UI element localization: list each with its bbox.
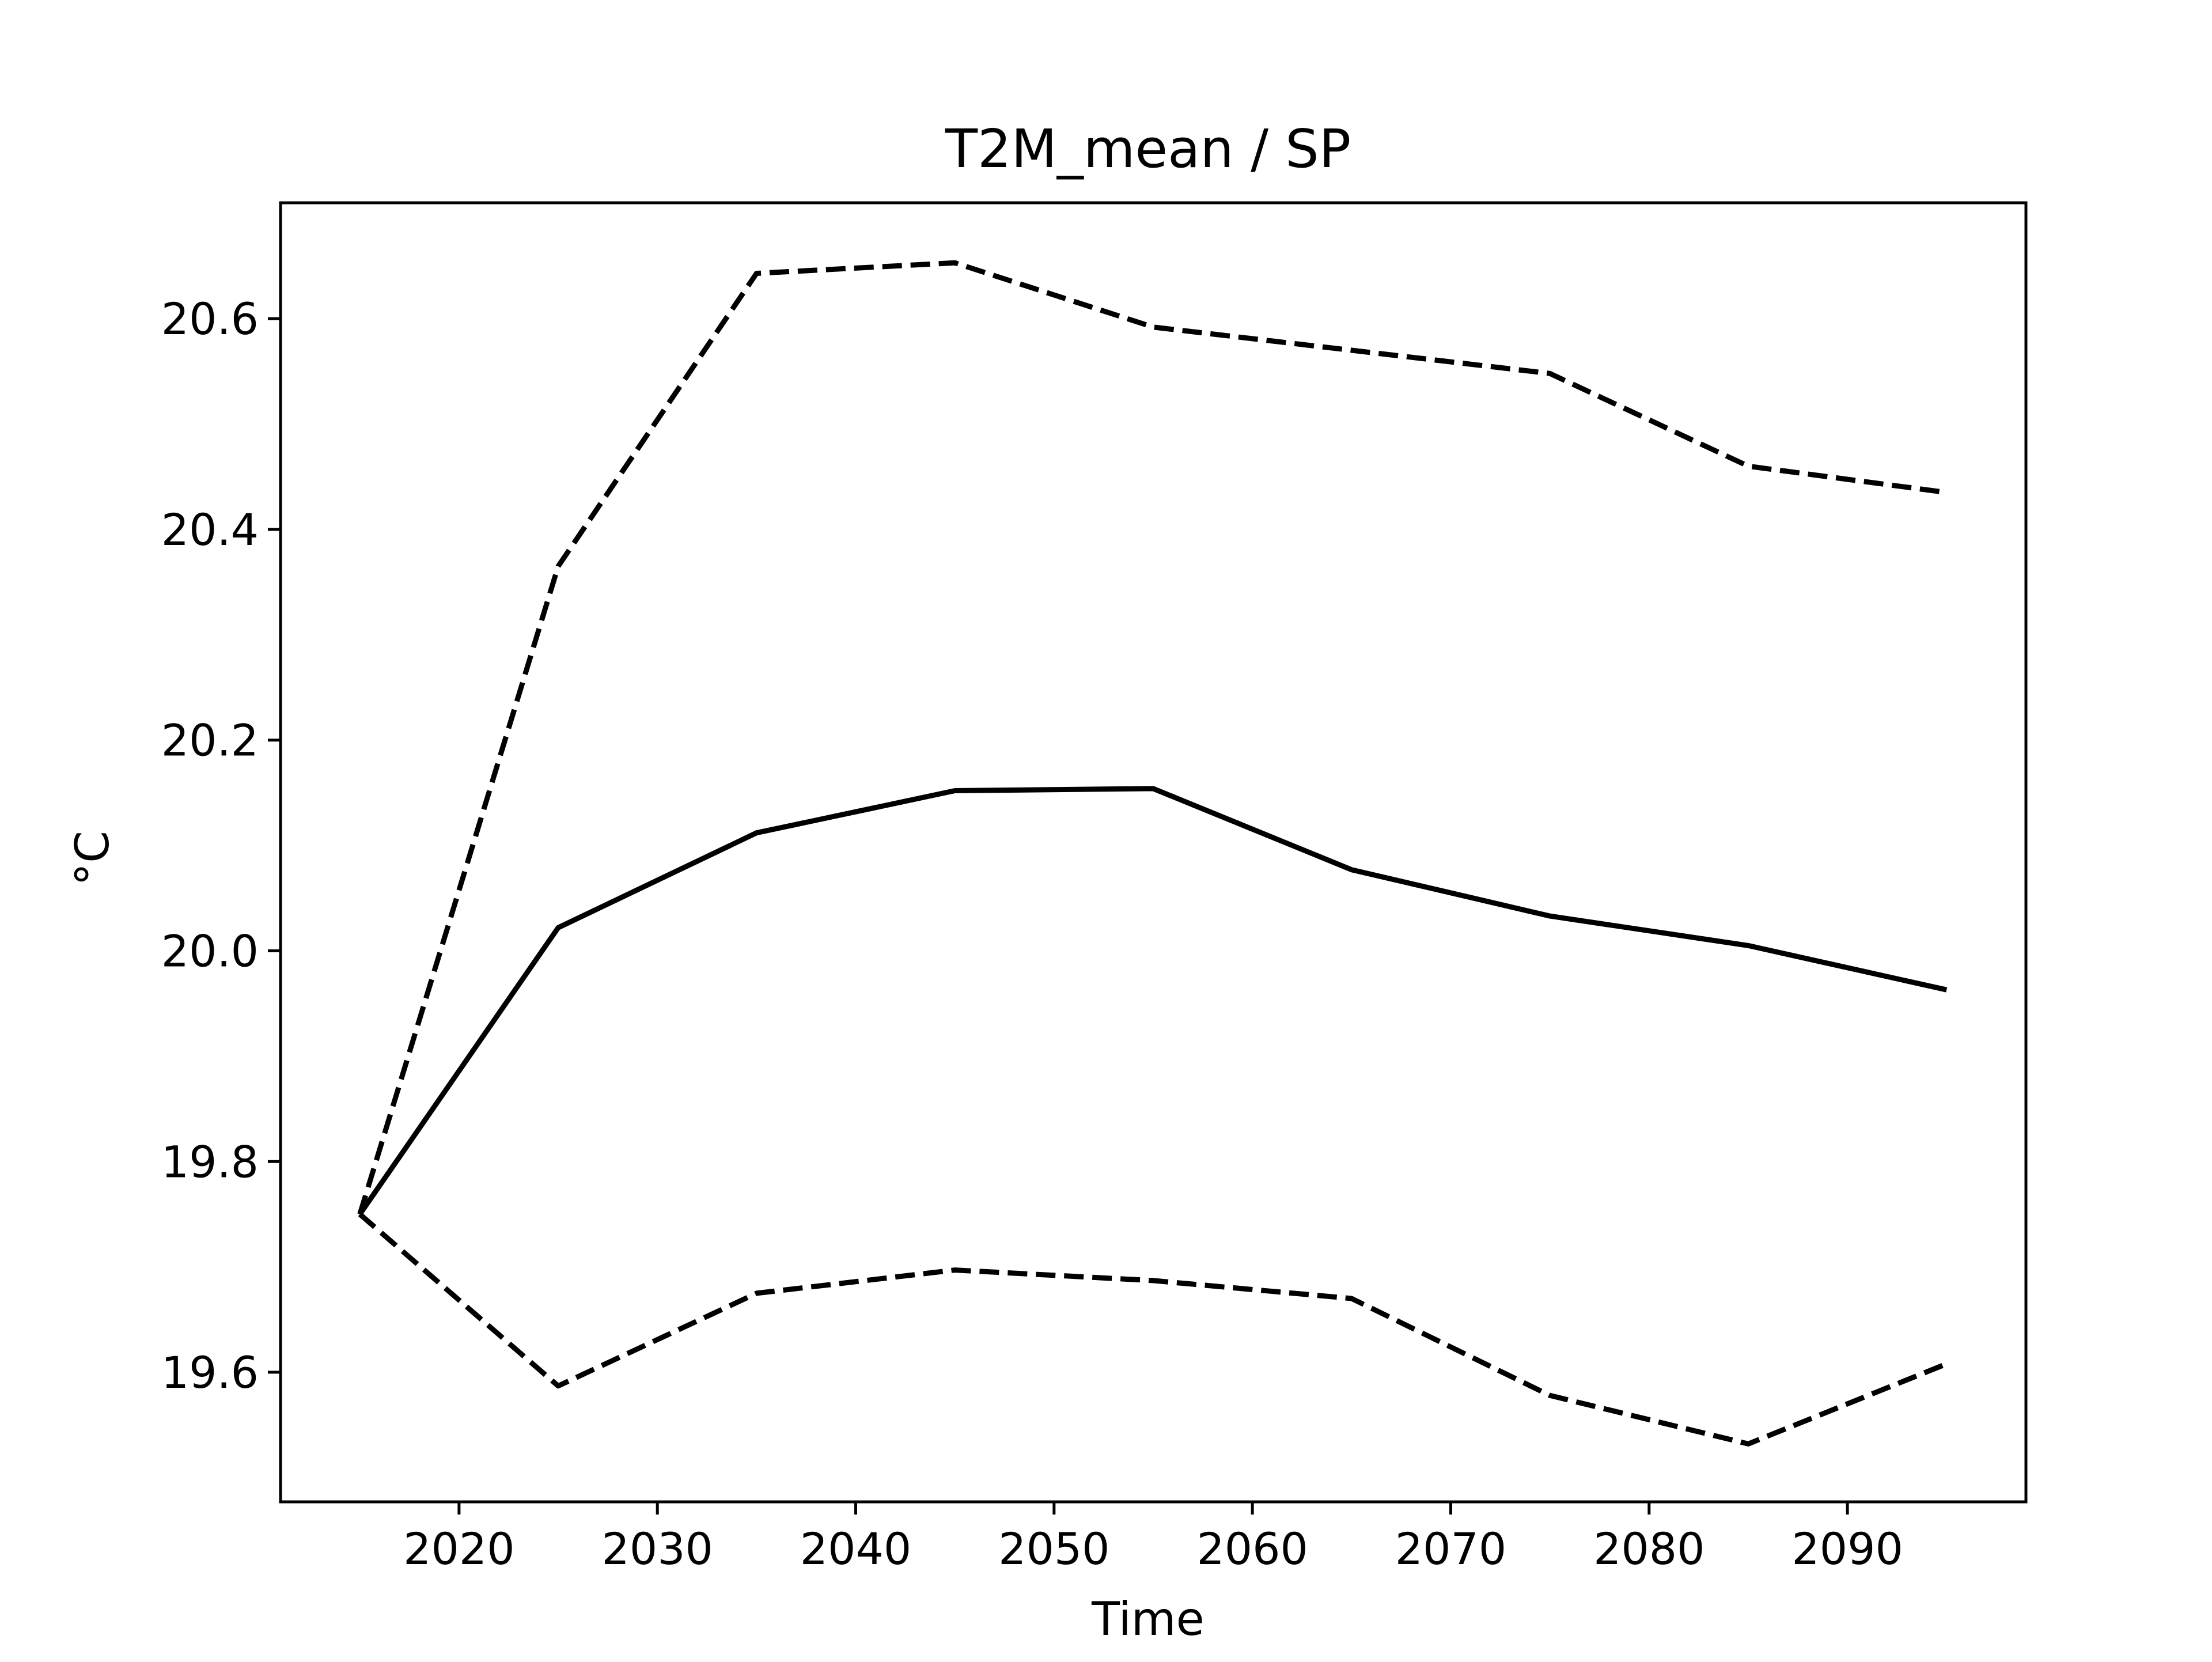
x-axis-label: Time bbox=[1091, 1592, 1205, 1646]
x-tick-label-2040: 2040 bbox=[800, 1523, 911, 1574]
x-tick-label-2030: 2030 bbox=[601, 1523, 713, 1574]
x-tick-label-2050: 2050 bbox=[998, 1523, 1109, 1574]
series-line-2 bbox=[357, 260, 1947, 1216]
y-tick-label-5: 20.6 bbox=[161, 293, 259, 344]
y-tick-label-0: 19.6 bbox=[161, 1347, 259, 1398]
x-tick-label-2080: 2080 bbox=[1593, 1523, 1705, 1574]
x-tick-label-2090: 2090 bbox=[1791, 1523, 1903, 1574]
x-tick-label-2070: 2070 bbox=[1395, 1523, 1506, 1574]
x-tick-label-2060: 2060 bbox=[1196, 1523, 1308, 1574]
y-tick-label-1: 19.8 bbox=[161, 1136, 259, 1187]
x-tick-label-2020: 2020 bbox=[403, 1523, 514, 1574]
plot-frame bbox=[279, 201, 2028, 1504]
chart-title: T2M_mean / SP bbox=[945, 118, 1351, 180]
series-line-3 bbox=[358, 1212, 1948, 1447]
y-tick-label-4: 20.4 bbox=[161, 504, 259, 555]
y-tick-label-3: 20.2 bbox=[161, 715, 259, 766]
y-tick-label-2: 20.0 bbox=[161, 925, 259, 976]
series-line-1 bbox=[357, 786, 1948, 1216]
y-axis-label: °C bbox=[66, 831, 119, 886]
plot-area: 2020 2030 2040 2050 2060 2070 2080 2090 19.6 19.8… bbox=[161, 201, 2028, 1574]
